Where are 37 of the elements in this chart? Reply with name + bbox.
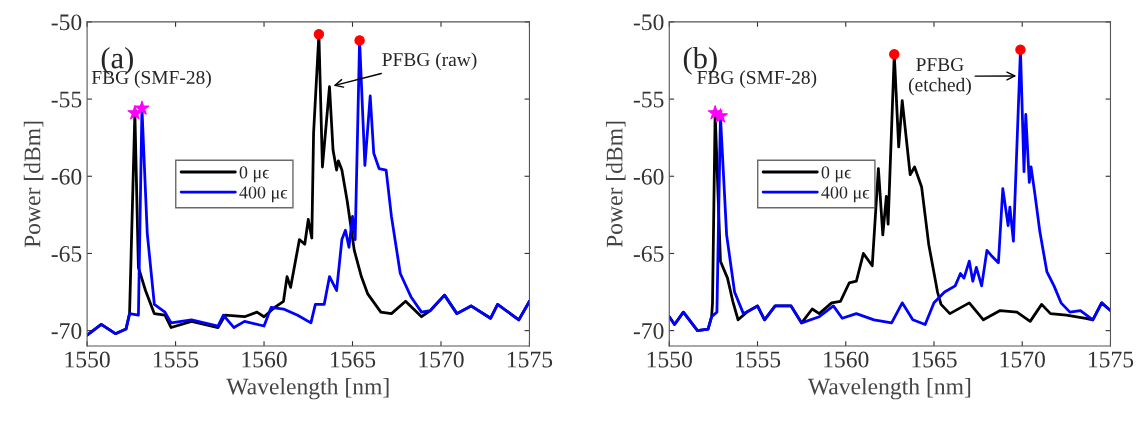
legend-label: 0 μϵ	[821, 166, 852, 183]
x-axis-title: Wavelength [nm]	[807, 377, 971, 400]
y-tick-label: -60	[51, 168, 82, 185]
y-axis-title: Power [dBm]	[23, 121, 44, 248]
y-axis-title: Power [dBm]	[605, 121, 626, 248]
y-tick-label: -50	[633, 14, 664, 31]
x-tick-label: 1575	[507, 351, 553, 368]
y-tick-label: -65	[633, 246, 664, 262]
legend-label: 400 μϵ	[821, 186, 870, 203]
point	[889, 49, 900, 60]
annotation: PFBG (raw)	[382, 52, 477, 71]
x-axis-title: Wavelength [nm]	[226, 377, 389, 400]
point	[313, 29, 325, 40]
x-tick-label: 1565	[912, 351, 957, 368]
x-tick-label: 1555	[735, 351, 781, 368]
legend-label: 0 μϵ	[239, 166, 270, 183]
legend-label: 400 μϵ	[239, 186, 288, 203]
y-tick-label: -65	[51, 246, 82, 262]
x-tick-label: 1565	[330, 351, 376, 368]
x-tick-label: 1570	[1000, 351, 1045, 368]
point	[1015, 44, 1026, 55]
y-tick-label: -55	[633, 91, 664, 108]
y-tick-label: -70	[51, 323, 82, 340]
x-tick-label: 1570	[419, 351, 464, 368]
y-tick-label: -55	[51, 91, 82, 108]
y-tick-label: -50	[51, 14, 82, 31]
y-tick-label: -70	[633, 323, 664, 340]
y-tick-label: -60	[633, 168, 664, 185]
annotation: PFBG (etched)	[908, 58, 971, 96]
x-tick-label: 1555	[154, 351, 199, 368]
point	[354, 35, 365, 46]
x-tick-label: 1560	[824, 351, 869, 368]
x-tick-label: 1575	[1088, 351, 1134, 368]
x-tick-label: 1550	[65, 351, 110, 368]
x-tick-label: 1560	[242, 351, 287, 368]
point	[134, 100, 150, 115]
x-tick-label: 1550	[647, 351, 692, 368]
